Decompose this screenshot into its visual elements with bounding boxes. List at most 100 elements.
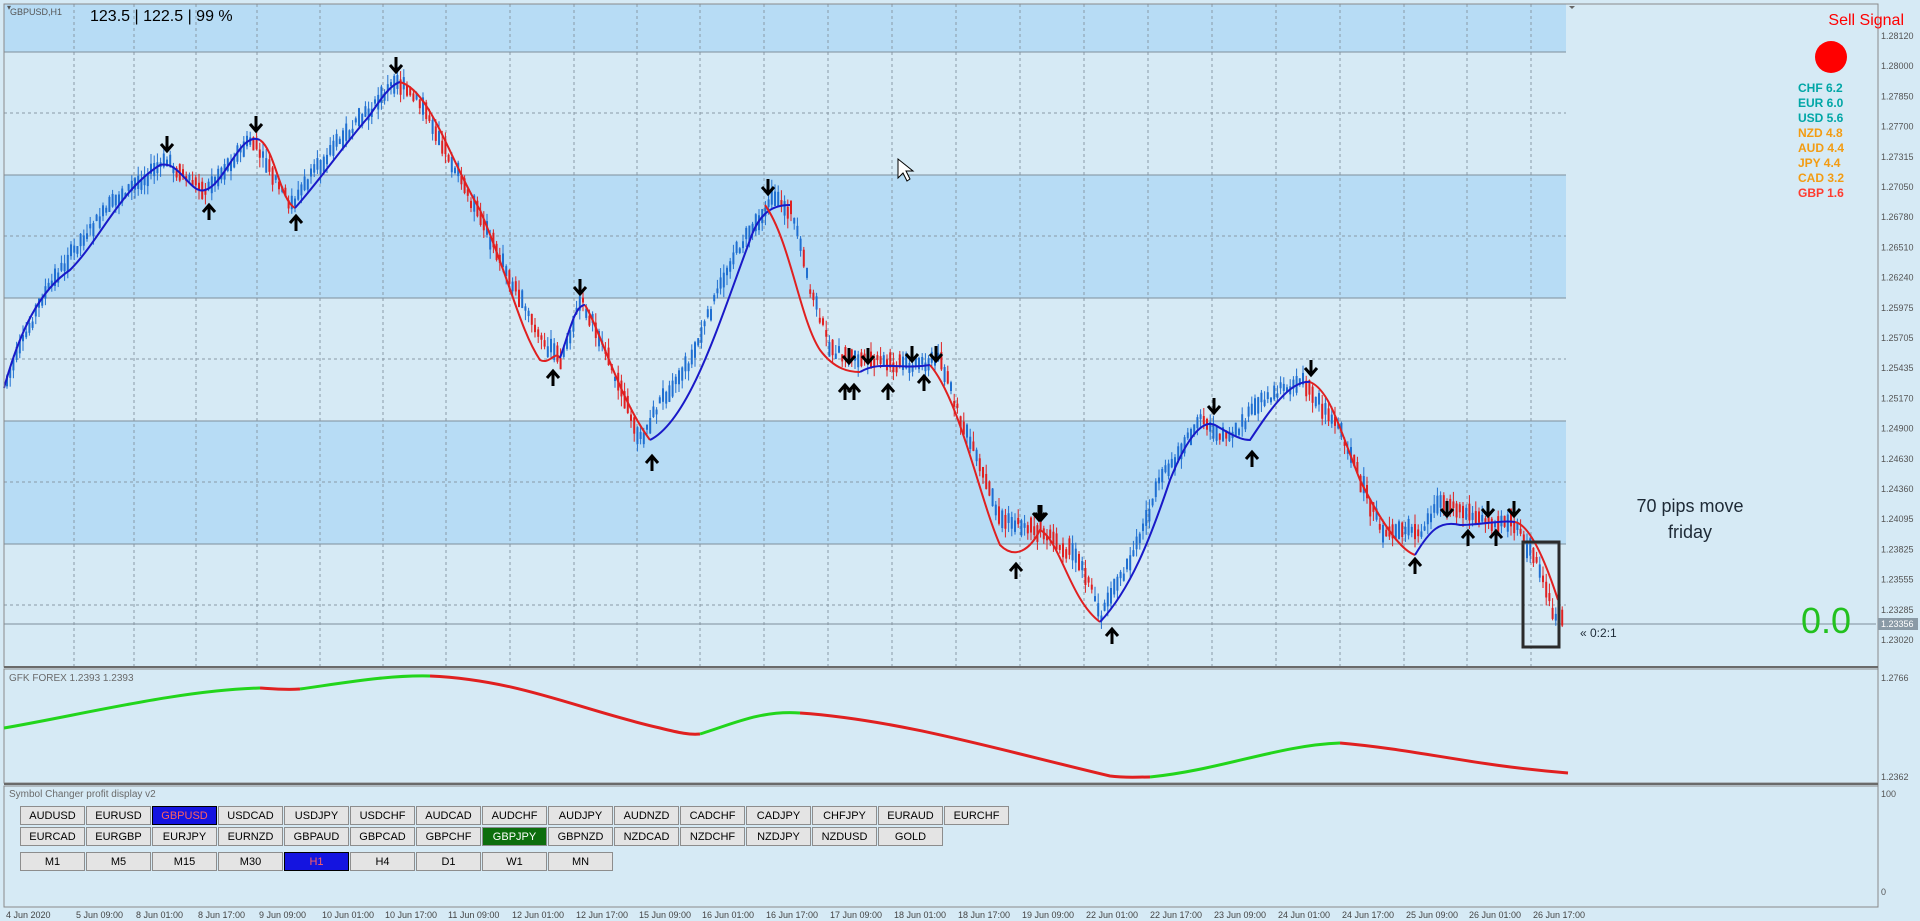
candle-body bbox=[553, 343, 556, 361]
symbol-button-chfjpy[interactable]: CHFJPY bbox=[812, 806, 877, 825]
symbol-button-audnzd[interactable]: AUDNZD bbox=[614, 806, 679, 825]
candle-body bbox=[1103, 602, 1106, 611]
candle-body bbox=[1337, 423, 1340, 429]
symbol-button-usdchf[interactable]: USDCHF bbox=[350, 806, 415, 825]
symbol-button-nzdchf[interactable]: NZDCHF bbox=[680, 827, 745, 846]
candle-body bbox=[1167, 463, 1170, 477]
timeframe-button-h1[interactable]: H1 bbox=[284, 852, 349, 871]
symbol-button-cadjpy[interactable]: CADJPY bbox=[746, 806, 811, 825]
symbol-button-cadchf[interactable]: CADCHF bbox=[680, 806, 745, 825]
candle-body bbox=[1046, 535, 1048, 541]
candle-body bbox=[105, 207, 108, 213]
timeframe-button-h4[interactable]: H4 bbox=[350, 852, 415, 871]
timeframe-button-m30[interactable]: M30 bbox=[218, 852, 283, 871]
candle-body bbox=[1260, 392, 1263, 403]
price-axis-label: 1.28120 bbox=[1881, 31, 1914, 41]
price-axis-label: 1.23020 bbox=[1881, 635, 1914, 645]
candle-body bbox=[1286, 387, 1288, 392]
candle-body bbox=[511, 281, 514, 292]
symbol-button-gbpaud[interactable]: GBPAUD bbox=[284, 827, 349, 846]
symbol-button-eurusd[interactable]: EURUSD bbox=[86, 806, 151, 825]
symbol-button-gbpjpy[interactable]: GBPJPY bbox=[482, 827, 547, 846]
symbol-button-nzdjpy[interactable]: NZDJPY bbox=[746, 827, 811, 846]
candle-body bbox=[1391, 524, 1394, 539]
timeframe-button-m5[interactable]: M5 bbox=[86, 852, 151, 871]
candle-body bbox=[1257, 397, 1260, 414]
candle-body bbox=[1542, 575, 1544, 583]
indicator-axis-bottom: 1.2362 bbox=[1881, 772, 1909, 782]
candle-body bbox=[364, 106, 367, 117]
symbol-button-gbpnzd[interactable]: GBPNZD bbox=[548, 827, 613, 846]
candle-body bbox=[572, 315, 575, 332]
candle-body bbox=[889, 352, 892, 368]
symbol-button-eurcad[interactable]: EURCAD bbox=[20, 827, 85, 846]
candle-body bbox=[460, 175, 463, 185]
symbol-button-nzdusd[interactable]: NZDUSD bbox=[812, 827, 877, 846]
timeframe-button-w1[interactable]: W1 bbox=[482, 852, 547, 871]
symbol-button-audchf[interactable]: AUDCHF bbox=[482, 806, 547, 825]
candle-body bbox=[1052, 531, 1055, 545]
symbol-row-2: EURCAD EURGBP EURJPY EURNZD GBPAUD GBPCAD GBPC… bbox=[20, 827, 944, 846]
candle-body bbox=[908, 363, 911, 373]
candle-body bbox=[28, 322, 31, 333]
candle-body bbox=[764, 206, 767, 217]
timeframe-button-m15[interactable]: M15 bbox=[152, 852, 217, 871]
timeframe-row: M1 M5 M15 M30 H1 H4 D1 W1 MN bbox=[20, 852, 614, 871]
candle-body bbox=[822, 318, 824, 325]
timeframe-button-mn[interactable]: MN bbox=[548, 852, 613, 871]
timeframe-button-m1[interactable]: M1 bbox=[20, 852, 85, 871]
candle-body bbox=[278, 181, 280, 190]
symbol-button-usdcad[interactable]: USDCAD bbox=[218, 806, 283, 825]
candle-body bbox=[892, 362, 895, 373]
candle-body bbox=[89, 224, 92, 229]
candle-body bbox=[290, 195, 293, 210]
candle-body bbox=[322, 156, 325, 172]
symbol-button-audjpy[interactable]: AUDJPY bbox=[548, 806, 613, 825]
symbol-button-audusd[interactable]: AUDUSD bbox=[20, 806, 85, 825]
symbol-button-euraud[interactable]: EURAUD bbox=[878, 806, 943, 825]
candle-body bbox=[41, 298, 44, 306]
time-axis-label: 5 Jun 09:00 bbox=[76, 910, 123, 920]
symbol-button-eurgbp[interactable]: EURGBP bbox=[86, 827, 151, 846]
timeframe-button-d1[interactable]: D1 bbox=[416, 852, 481, 871]
candle-body bbox=[1212, 423, 1215, 439]
symbol-button-usdjpy[interactable]: USDJPY bbox=[284, 806, 349, 825]
candle-body bbox=[1538, 564, 1541, 578]
symbol-button-gold[interactable]: GOLD bbox=[878, 827, 943, 846]
candle-body bbox=[802, 249, 805, 267]
candle-body bbox=[636, 427, 639, 445]
candle-body bbox=[98, 216, 101, 228]
sell-arrow-icon bbox=[1506, 501, 1522, 519]
symbol-button-audcad[interactable]: AUDCAD bbox=[416, 806, 481, 825]
symbol-button-nzdcad[interactable]: NZDCAD bbox=[614, 827, 679, 846]
candle-body bbox=[262, 151, 264, 158]
symbol-button-eurjpy[interactable]: EURJPY bbox=[152, 827, 217, 846]
candle-body bbox=[767, 199, 770, 207]
candle-body bbox=[882, 355, 885, 365]
symbol-button-gbpusd[interactable]: GBPUSD bbox=[152, 806, 217, 825]
symbol-button-eurchf[interactable]: EURCHF bbox=[944, 806, 1009, 825]
indicator-segment bbox=[299, 674, 431, 691]
candle-body bbox=[924, 362, 927, 372]
symbol-button-gbpchf[interactable]: GBPCHF bbox=[416, 827, 481, 846]
candle-body bbox=[742, 241, 744, 249]
candle-body bbox=[1407, 518, 1410, 536]
sell-arrow-icon bbox=[904, 346, 920, 364]
symbol-button-eurnzd[interactable]: EURNZD bbox=[218, 827, 283, 846]
moving-average-segment bbox=[584, 304, 651, 441]
time-axis-label: 10 Jun 17:00 bbox=[385, 910, 437, 920]
price-axis-label: 1.24095 bbox=[1881, 514, 1914, 524]
symbol-button-gbpcad[interactable]: GBPCAD bbox=[350, 827, 415, 846]
price-axis-label: 1.25170 bbox=[1881, 393, 1914, 403]
chart-shift-marker-icon[interactable] bbox=[1569, 6, 1575, 9]
candle-body bbox=[502, 253, 504, 268]
candle-body bbox=[114, 194, 117, 206]
candle-body bbox=[1186, 432, 1189, 439]
candle-body bbox=[492, 232, 495, 248]
candle-body bbox=[754, 214, 757, 232]
candle-body bbox=[172, 165, 175, 174]
candle-body bbox=[748, 225, 751, 243]
candle-body bbox=[332, 140, 335, 156]
candle-body bbox=[15, 346, 18, 360]
